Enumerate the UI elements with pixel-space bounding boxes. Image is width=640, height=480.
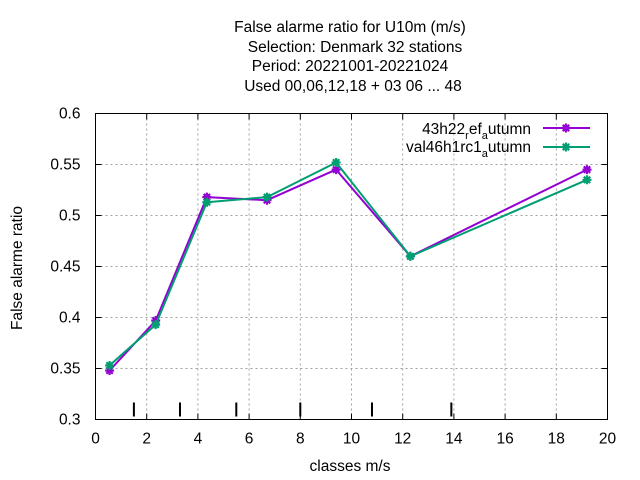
data-point: [151, 320, 161, 330]
x-axis-title: classes m/s: [310, 458, 391, 475]
x-tick-label: 18: [548, 431, 565, 448]
x-tick-label: 14: [445, 431, 463, 448]
data-point: [561, 123, 571, 133]
x-tick-label: 2: [142, 431, 151, 448]
legend-marker-1: [561, 123, 571, 133]
y-tick-label: 0.35: [50, 361, 80, 378]
title-line-1: False alarme ratio for U10m (m/s): [234, 19, 466, 36]
legend: 43h22refautumn val46h1rc1autumn: [406, 121, 590, 160]
y-tick-label: 0.55: [50, 157, 80, 174]
legend-label-2-end: utumn: [488, 139, 531, 156]
x-tick-label: 4: [194, 431, 203, 448]
legend-label-1-sub2: a: [482, 130, 489, 142]
x-tick-label: 12: [394, 431, 411, 448]
data-point: [202, 192, 212, 202]
y-tick-label: 0.3: [59, 412, 81, 429]
y-tick-label: 0.4: [59, 310, 81, 327]
y-tick-label: 0.45: [50, 259, 80, 276]
x-tick-label: 16: [496, 431, 513, 448]
y-tick-label: 0.6: [59, 106, 81, 123]
data-point: [561, 142, 571, 152]
legend-label-1: 43h22refautumn: [422, 121, 531, 142]
data-point: [262, 192, 272, 202]
grid: [95, 113, 608, 420]
legend-entry-2: val46h1rc1autumn: [406, 139, 590, 160]
data-point: [105, 360, 115, 370]
x-tick-label: 6: [245, 431, 254, 448]
legend-entry-1: 43h22refautumn: [422, 121, 590, 142]
y-tick-label: 0.5: [59, 208, 81, 225]
legend-label-2-sub1: a: [482, 148, 489, 160]
x-tick-label: 8: [296, 431, 305, 448]
y-ticks: 0.3 0.35 0.4 0.45 0.5 0.55 0.6: [50, 106, 608, 429]
legend-label-1-sub1: r: [465, 130, 469, 142]
chart-title: False alarme ratio for U10m (m/s) Select…: [234, 19, 466, 95]
series-2: [105, 157, 592, 370]
series-layer: [105, 157, 592, 376]
legend-label-1-main: 43h22: [422, 121, 465, 138]
title-line-3: Period: 20221001-20221024: [252, 58, 449, 75]
data-point: [405, 251, 415, 261]
data-point: [202, 197, 212, 207]
legend-marker-2: [561, 142, 571, 152]
legend-label-2: val46h1rc1autumn: [406, 139, 531, 160]
data-point: [582, 175, 592, 185]
x-tick-label: 10: [343, 431, 361, 448]
data-point: [331, 165, 341, 175]
legend-label-1-end: utumn: [488, 121, 531, 138]
series-line: [108, 168, 588, 372]
series-line: [108, 161, 588, 367]
title-line-4: Used 00,06,12,18 + 03 06 ... 48: [244, 78, 462, 95]
title-line-2: Selection: Denmark 32 stations: [248, 39, 463, 56]
data-point: [582, 165, 592, 175]
y-axis-title: False alarme ratio: [9, 206, 26, 330]
data-point: [105, 366, 115, 376]
legend-label-2-main: val46h1rc1: [406, 139, 482, 156]
x-ticks: 0 2 4 6 8 10 12 14 16 18 20: [91, 113, 617, 448]
x-tick-label: 0: [91, 431, 100, 448]
data-point: [331, 157, 341, 167]
legend-label-1-mid: ef: [469, 121, 483, 138]
x-tick-label: 20: [599, 431, 617, 448]
class-limit-marks: [132, 402, 453, 417]
